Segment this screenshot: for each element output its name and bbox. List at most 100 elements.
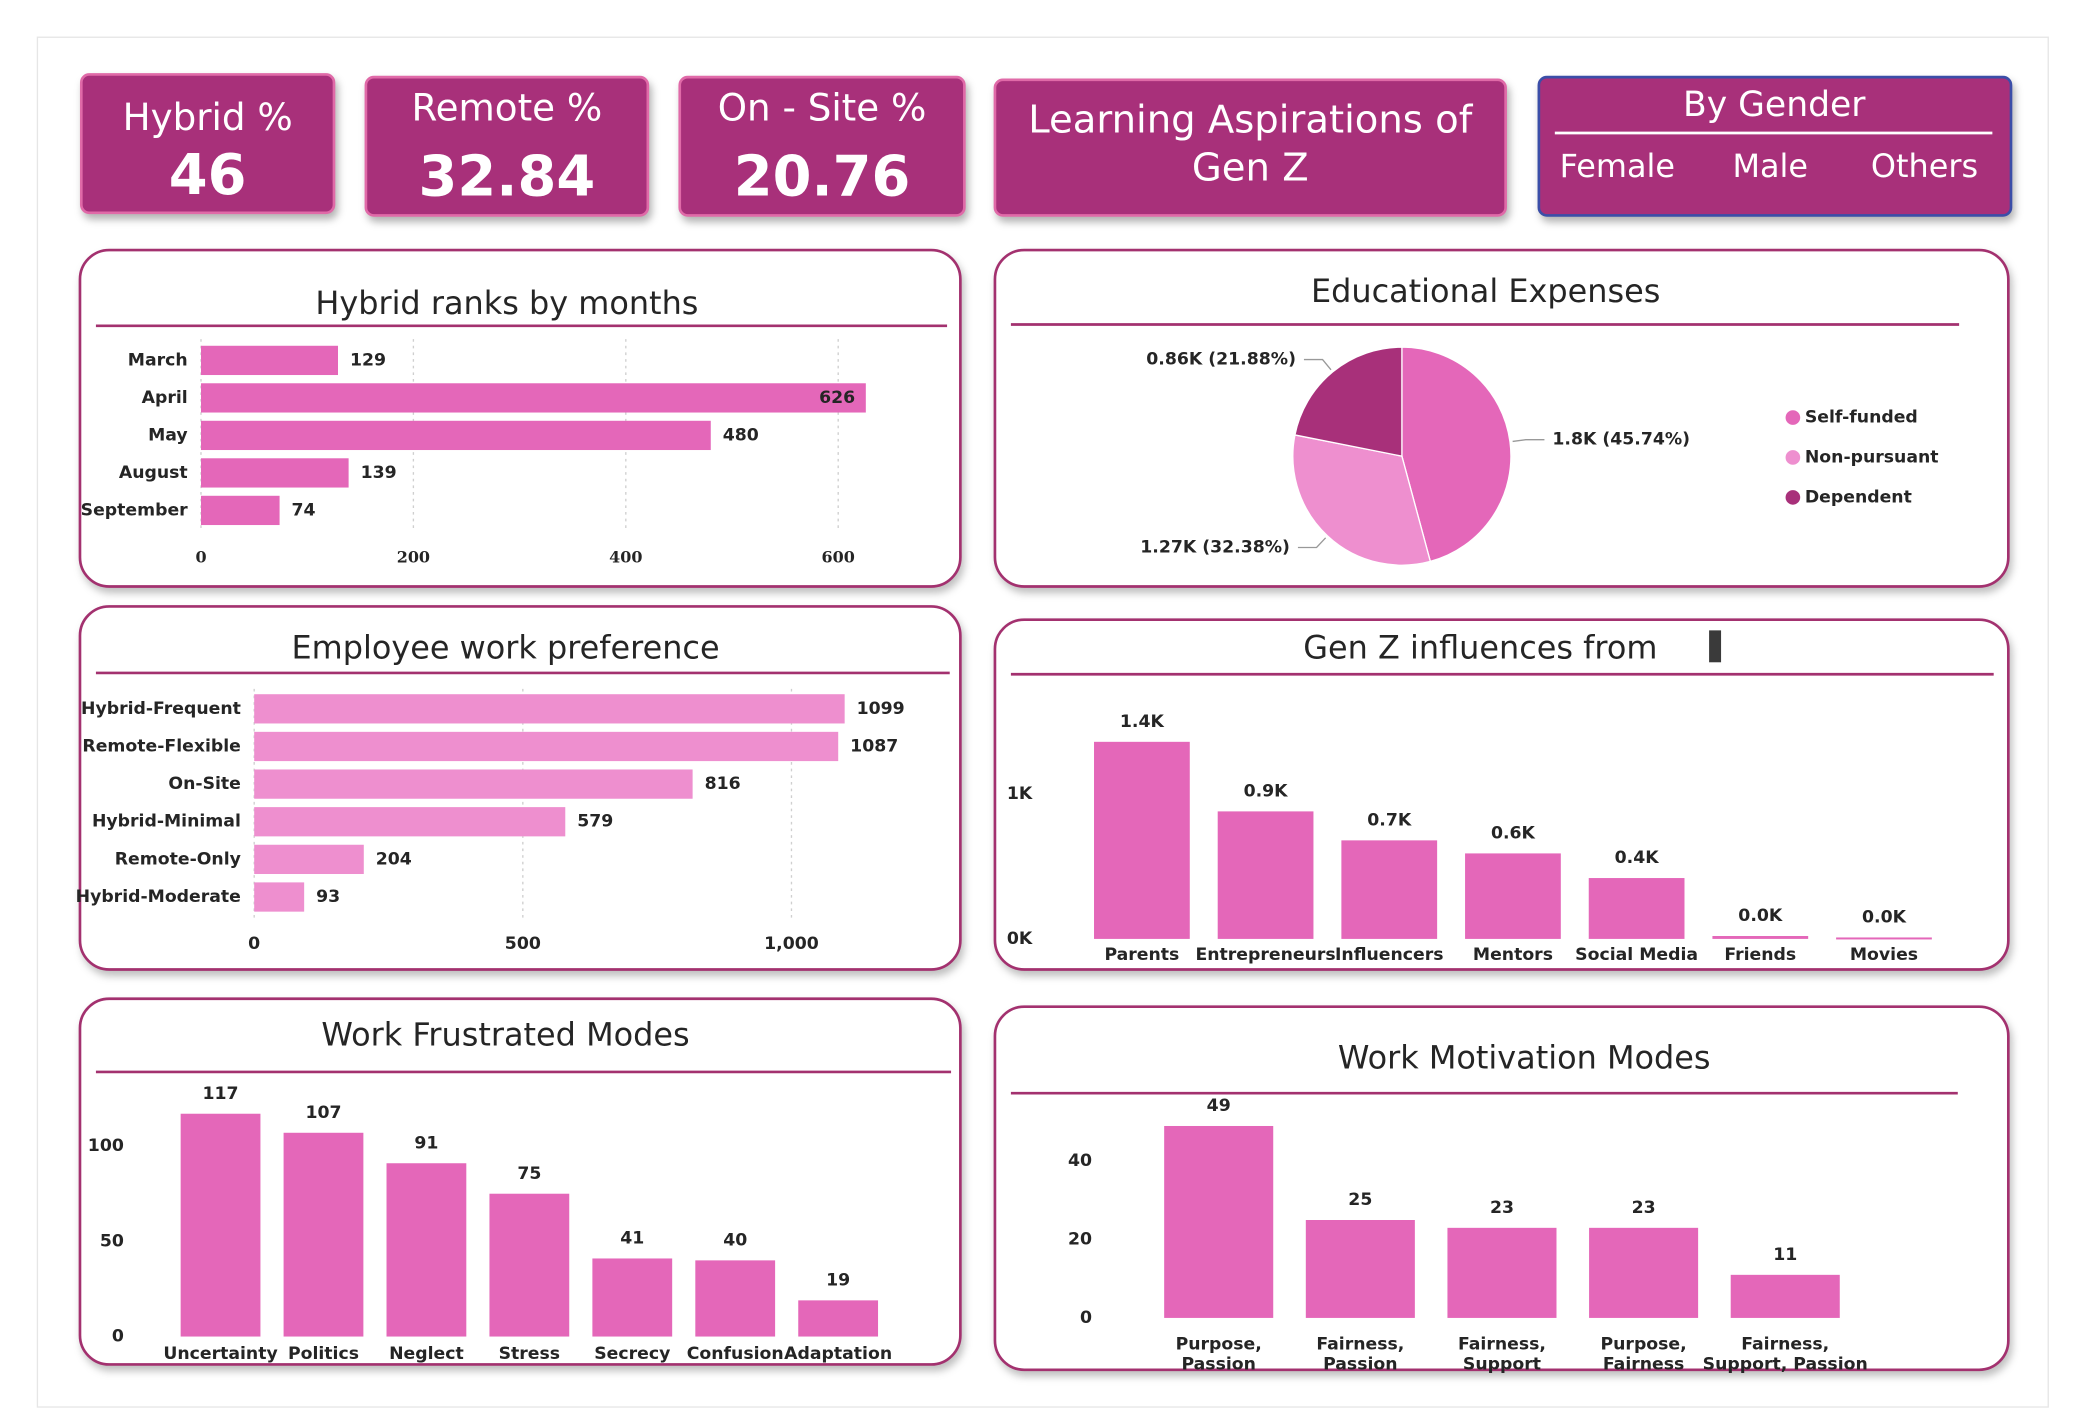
y-tick-label: Remote-Flexible — [82, 736, 240, 756]
kpi-label: Hybrid % — [123, 95, 293, 139]
x-tick-label: Parents — [1104, 945, 1179, 965]
y-tick-label: March — [128, 350, 188, 370]
data-label: 11 — [1773, 1245, 1797, 1265]
y-tick-label: On-Site — [168, 774, 240, 794]
data-label: 74 — [292, 500, 316, 520]
data-label: 107 — [305, 1103, 341, 1123]
data-label: 23 — [1490, 1198, 1514, 1218]
data-label: 0.4K — [1615, 848, 1660, 868]
x-tick-label: Fairness, Support, Passion — [1703, 1335, 1868, 1375]
bar — [283, 1132, 364, 1337]
y-tick-label: 100 — [88, 1136, 124, 1156]
y-tick-label: 0 — [112, 1327, 124, 1347]
pie-slice — [1292, 434, 1432, 566]
bar — [1589, 1227, 1699, 1318]
bar — [1836, 937, 1932, 940]
kpi-card — [79, 73, 336, 215]
bar — [592, 1258, 673, 1337]
legend-swatch — [1785, 410, 1801, 425]
bar — [200, 345, 338, 376]
slicer-option[interactable]: Male — [1732, 147, 1808, 185]
panel — [78, 248, 962, 588]
data-label: 204 — [376, 849, 412, 869]
y-tick-label: 1K — [1007, 784, 1033, 804]
y-tick-label: August — [119, 463, 188, 483]
bar — [254, 694, 845, 724]
x-tick-label: 200 — [397, 548, 430, 567]
bar — [180, 1113, 261, 1337]
bar — [489, 1193, 570, 1337]
gender-slicer — [1537, 75, 2013, 217]
data-label: 0.9K — [1244, 781, 1289, 801]
bar — [1465, 853, 1561, 939]
x-tick-label: Social Media — [1575, 945, 1698, 965]
y-tick-label: April — [142, 388, 188, 408]
bar — [798, 1300, 879, 1337]
leader-line — [1297, 537, 1327, 549]
slicer-option[interactable]: Others — [1871, 147, 1978, 185]
legend-label: Non-pursuant — [1805, 447, 1939, 467]
data-label: 1087 — [850, 736, 898, 756]
x-tick-label: Confusion — [687, 1344, 784, 1364]
x-tick-label: Uncertainty — [163, 1344, 277, 1364]
title-card — [993, 78, 1507, 217]
x-tick-label: 0 — [195, 548, 206, 567]
x-tick-label: Adaptation — [784, 1344, 892, 1364]
bar — [200, 458, 349, 488]
x-tick-label: 400 — [609, 548, 642, 567]
data-label: 0.0K — [1738, 906, 1783, 926]
data-label: 1099 — [857, 699, 905, 719]
dashboard-title: Learning Aspirations of Gen Z — [1028, 97, 1473, 190]
data-label: 1.27K (32.38%) — [1140, 538, 1290, 558]
x-tick-label: 0 — [248, 934, 260, 954]
bar — [1447, 1227, 1557, 1318]
slicer-option[interactable]: Female — [1560, 147, 1675, 185]
chart-title: Work Frustrated Modes — [321, 1016, 689, 1054]
x-tick-label: Fairness, Passion — [1316, 1335, 1404, 1375]
kpi-value: 20.76 — [734, 144, 911, 209]
y-tick-label: 20 — [1068, 1230, 1092, 1250]
chart-title: Educational Expenses — [1311, 272, 1660, 310]
x-tick-label: Stress — [499, 1344, 560, 1364]
kpi-card — [364, 75, 650, 217]
bar — [200, 383, 866, 413]
data-label: 41 — [620, 1229, 644, 1249]
page-frame — [36, 36, 2049, 1408]
pie-slice — [1294, 346, 1403, 457]
data-label: 1.8K (45.74%) — [1552, 430, 1690, 450]
kpi-label: Remote % — [411, 86, 602, 130]
data-label: 40 — [723, 1230, 747, 1250]
leader-line — [1512, 439, 1545, 443]
x-tick-label: Politics — [288, 1344, 359, 1364]
data-label: 129 — [350, 350, 386, 370]
bar — [386, 1163, 467, 1337]
legend-label: Self-funded — [1805, 408, 1918, 428]
legend-label: Dependent — [1805, 487, 1912, 507]
y-tick-label: Hybrid-Minimal — [92, 812, 241, 832]
cursor-marker — [1709, 630, 1722, 663]
kpi-value: 46 — [169, 143, 247, 208]
y-tick-label: Hybrid-Frequent — [81, 699, 241, 719]
x-tick-label: 600 — [822, 548, 855, 567]
x-tick-label: Influencers — [1335, 945, 1444, 965]
bar — [1712, 936, 1809, 939]
bar — [1588, 878, 1685, 939]
data-label: 0.0K — [1862, 908, 1907, 928]
legend-swatch — [1785, 450, 1801, 465]
x-tick-label: Secrecy — [594, 1344, 670, 1364]
slicer-title: By Gender — [1683, 85, 1866, 125]
data-label: 579 — [577, 812, 613, 832]
data-label: 1.4K — [1120, 712, 1165, 732]
y-tick-label: September — [81, 500, 189, 520]
x-tick-label: Movies — [1850, 945, 1918, 965]
data-label: 91 — [414, 1133, 438, 1153]
bar — [1341, 840, 1438, 939]
data-label: 23 — [1632, 1198, 1656, 1218]
bar — [1164, 1125, 1274, 1318]
data-label: 25 — [1348, 1190, 1372, 1210]
legend-swatch — [1785, 490, 1801, 505]
x-tick-label: Neglect — [389, 1344, 464, 1364]
y-tick-label: 0 — [1080, 1308, 1092, 1328]
bar — [254, 731, 839, 762]
